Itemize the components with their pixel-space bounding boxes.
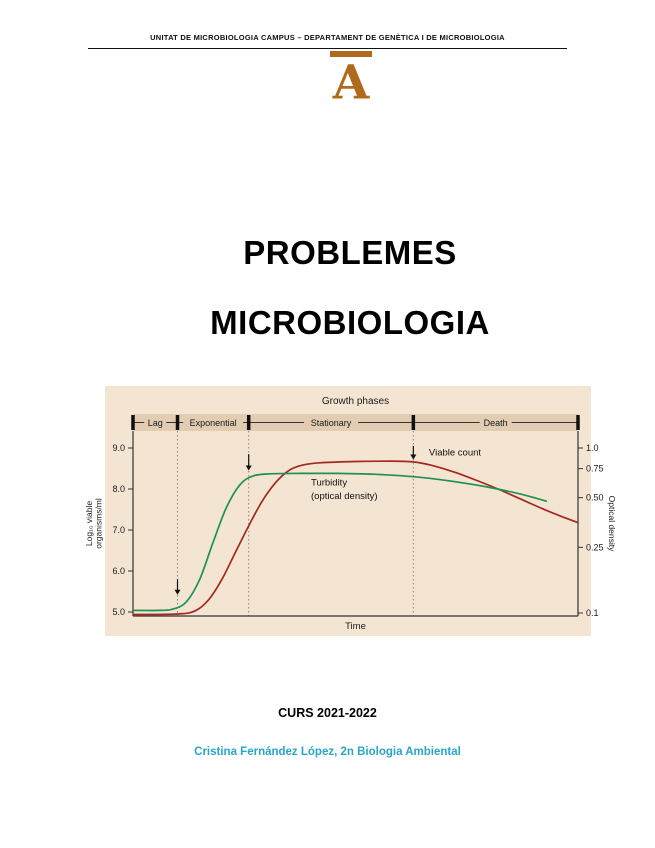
y-axis-label-left-line1: Log₁₀ viable <box>85 501 94 546</box>
phase-label: Stationary <box>311 418 352 428</box>
curve-label: Viable count <box>429 447 481 458</box>
phase-label: Exponential <box>190 418 237 428</box>
left-tick-label: 9.0 <box>112 443 125 453</box>
course-line: CURS 2021-2022 <box>278 706 377 720</box>
right-tick-label: 0.50 <box>586 493 604 503</box>
phase-arrow <box>174 589 181 595</box>
phase-divider <box>411 415 416 430</box>
left-tick-label: 5.0 <box>112 607 125 617</box>
page-title-line-1: PROBLEMES <box>243 234 457 271</box>
y-axis-label-right: Optical density <box>607 496 617 552</box>
header-text: UNITAT DE MICROBIOLOGIA CAMPUS – DEPARTA… <box>150 33 505 42</box>
x-axis-label: Time <box>345 621 366 632</box>
logo-top-bar <box>330 51 372 57</box>
right-tick-label: 0.1 <box>586 608 599 618</box>
logo-letter: A <box>332 56 370 100</box>
left-tick-label: 8.0 <box>112 484 125 494</box>
curve-turbidity-optical-density <box>132 472 548 612</box>
curve-label: (optical density) <box>311 491 378 502</box>
phase-divider <box>131 415 135 430</box>
phase-divider <box>246 415 251 430</box>
right-tick-label: 1.0 <box>586 443 599 453</box>
phase-divider <box>576 415 580 430</box>
phase-label: Lag <box>148 418 163 428</box>
author-line: Cristina Fernández López, 2n Biologia Am… <box>194 746 461 758</box>
phase-label: Death <box>484 418 508 428</box>
phase-divider <box>175 415 180 430</box>
chart-title: Growth phases <box>322 396 389 407</box>
document-header: UNITAT DE MICROBIOLOGIA CAMPUS – DEPARTA… <box>88 33 567 49</box>
curve-viable-count <box>132 460 579 616</box>
left-tick-label: 6.0 <box>112 566 125 576</box>
curve-label: Turbidity <box>311 478 347 489</box>
page-title-line-2: MICROBIOLOGIA <box>210 304 490 341</box>
uab-logo-icon: A <box>330 51 372 111</box>
phase-arrow <box>410 454 417 460</box>
growth-curve-figure: Growth phases Lag Exponential Stationary Dea… <box>85 384 625 652</box>
right-tick-label: 0.25 <box>586 542 604 552</box>
growth-chart: Growth phases Lag Exponential Stationary Dea… <box>85 386 617 636</box>
phase-arrow <box>245 465 252 471</box>
phase-band <box>133 414 578 431</box>
uab-logo: A <box>323 51 379 111</box>
y-axis-label-left-line2: organisms/ml <box>94 498 104 549</box>
left-tick-label: 7.0 <box>112 525 125 535</box>
right-tick-label: 0.75 <box>586 464 604 474</box>
